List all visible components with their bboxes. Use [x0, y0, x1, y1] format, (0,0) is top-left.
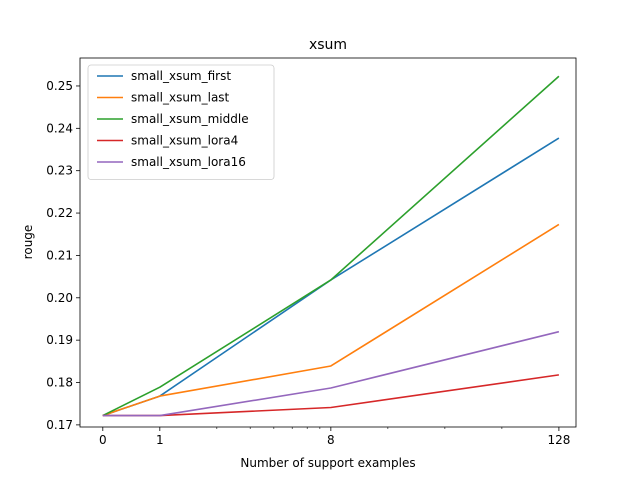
series-line — [102, 75, 560, 417]
plot-frame — [79, 57, 577, 428]
y-tick-label: 0.24 — [46, 121, 73, 135]
y-tick-label: 0.20 — [46, 291, 73, 305]
y-tick-label: 0.25 — [46, 79, 73, 93]
y-tick-label: 0.22 — [46, 206, 73, 220]
legend-box — [87, 64, 275, 180]
legend-label: small_xsum_lora16 — [131, 155, 246, 169]
legend-label: small_xsum_first — [131, 69, 231, 83]
legend-label: small_xsum_lora4 — [131, 134, 238, 148]
legend: small_xsum_first small_xsum_last small_xsu… — [87, 64, 275, 180]
y-tick-label: 0.18 — [46, 376, 73, 390]
y-tick-label: 0.21 — [46, 248, 73, 262]
y-axis-label: rouge — [21, 225, 35, 260]
x-tick-label: 1 — [156, 433, 164, 447]
legend-label: small_xsum_last — [131, 91, 230, 105]
series-line — [102, 330, 560, 417]
x-axis-label: Number of support examples — [240, 456, 415, 470]
y-tick-label: 0.17 — [46, 418, 73, 432]
x-tick-label: 8 — [327, 433, 335, 447]
chart-title: xsum — [309, 37, 347, 53]
y-tick-label: 0.19 — [46, 333, 73, 347]
y-tick-label: 0.23 — [46, 164, 73, 178]
x-tick-label: 128 — [547, 433, 570, 447]
legend-label: small_xsum_middle — [131, 112, 249, 126]
plot-area: 0 1 8 128 0.17 0.18 0.19 0.20 0.21 0.22 0.23 0.24 0.… — [46, 57, 577, 447]
series-line — [102, 223, 560, 417]
x-tick-label: 0 — [99, 433, 107, 447]
